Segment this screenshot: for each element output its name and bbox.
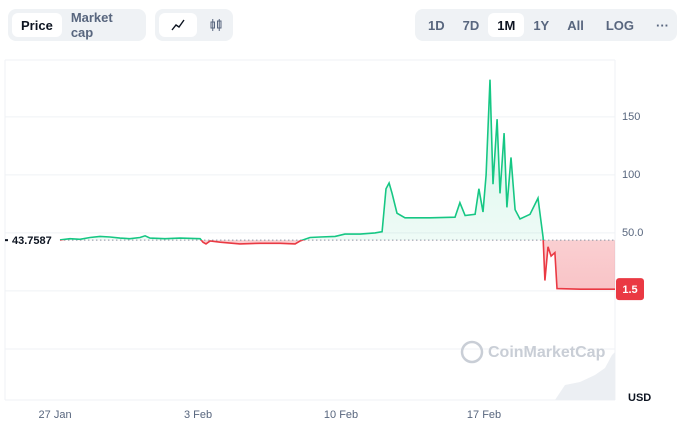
area-down (201, 240, 615, 290)
baseline-label: 43.7587 (12, 235, 52, 247)
candle-icon (210, 19, 222, 31)
x-tick-label: 27 Jan (39, 409, 72, 421)
last-price-badge (616, 278, 644, 301)
x-tick-label: 10 Feb (324, 409, 358, 421)
more-button[interactable]: ··· (656, 17, 670, 33)
range-tab[interactable]: 7D (462, 17, 480, 33)
range-tab[interactable]: 1M (488, 13, 525, 37)
line-chart-button[interactable] (159, 13, 197, 37)
watermark: CoinMarketCap (460, 340, 606, 364)
x-tick-label: 3 Feb (184, 409, 212, 421)
price-line-up (59, 79, 545, 241)
range-tab[interactable]: 1Y (533, 17, 550, 33)
metric-tabs: Price Market cap (8, 9, 146, 41)
price-line-down (60, 240, 615, 290)
y-tick-label: 100 (622, 169, 640, 181)
area-up (60, 79, 615, 241)
watermark-logo (460, 340, 484, 364)
line-icon (171, 19, 185, 31)
currency-label: USD (628, 392, 651, 404)
volume-shading (555, 352, 615, 400)
log-toggle[interactable]: LOG (605, 17, 635, 33)
metric-tab[interactable]: Market cap (70, 10, 113, 40)
last-price-label: 1.5 (622, 284, 637, 296)
range-tabs: 1D 7D 1M 1Y All LOG ··· (415, 9, 677, 41)
chart-type-tabs (155, 9, 233, 41)
y-tick-label: 150 (622, 111, 640, 123)
x-tick-label: 17 Feb (467, 409, 501, 421)
watermark-text: CoinMarketCap (488, 344, 606, 361)
metric-tab[interactable]: Price (12, 13, 62, 37)
range-tab[interactable]: All (567, 17, 584, 33)
range-tab[interactable]: 1D (428, 17, 445, 33)
candle-chart-button[interactable] (197, 13, 235, 37)
y-tick-label: 50.0 (622, 227, 643, 239)
